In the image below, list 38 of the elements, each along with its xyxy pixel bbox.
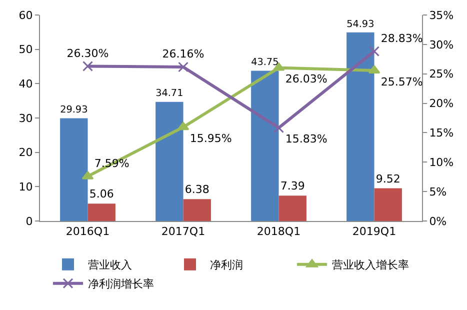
y2-tick-label: 35% bbox=[429, 8, 454, 22]
data-label: 5.06 bbox=[89, 188, 114, 201]
data-label: 26.30% bbox=[66, 46, 109, 60]
x-tick-label: 2019Q1 bbox=[352, 225, 396, 238]
data-label: 43.75 bbox=[251, 57, 279, 68]
data-label: 28.83% bbox=[380, 32, 423, 45]
x-tick-label: 2017Q1 bbox=[161, 225, 206, 238]
y-tick-label: 10 bbox=[18, 180, 33, 194]
legend-label: 净利润增长率 bbox=[88, 278, 154, 291]
y2-tick-label: 25% bbox=[429, 68, 454, 81]
data-label: 7.39 bbox=[280, 180, 305, 193]
y-tick-label: 0 bbox=[26, 214, 33, 228]
data-label: 26.16% bbox=[162, 48, 204, 61]
y-tick-label: 20 bbox=[18, 146, 33, 160]
y2-tick-label: 20% bbox=[429, 97, 454, 110]
data-label: 9.52 bbox=[376, 172, 400, 186]
data-label: 15.83% bbox=[285, 132, 328, 146]
y2-tick-label: 30% bbox=[429, 38, 454, 52]
y-tick-label: 50 bbox=[18, 43, 33, 56]
y-tick-label: 60 bbox=[18, 8, 33, 22]
data-label: 26.03% bbox=[285, 72, 328, 86]
data-label: 15.95% bbox=[190, 132, 232, 145]
data-label: 25.57% bbox=[380, 75, 423, 88]
legend-label: 营业收入 bbox=[88, 258, 132, 272]
legend-label: 营业收入增长率 bbox=[332, 258, 409, 272]
y2-tick-label: 5% bbox=[429, 185, 447, 198]
data-label: 6.38 bbox=[184, 183, 210, 196]
data-label: 29.93 bbox=[60, 104, 88, 116]
x-tick-label: 2018Q1 bbox=[256, 225, 301, 238]
data-label: 54.93 bbox=[346, 18, 374, 30]
y-tick-label: 40 bbox=[18, 78, 33, 91]
y2-tick-label: 0% bbox=[429, 214, 447, 228]
y2-tick-label: 10% bbox=[429, 156, 454, 169]
legend-label: 净利润 bbox=[210, 258, 243, 272]
y-tick-label: 30 bbox=[18, 112, 33, 125]
x-tick-label: 2016Q1 bbox=[66, 225, 110, 238]
data-label: 34.71 bbox=[156, 88, 184, 100]
y2-tick-label: 15% bbox=[429, 126, 454, 140]
